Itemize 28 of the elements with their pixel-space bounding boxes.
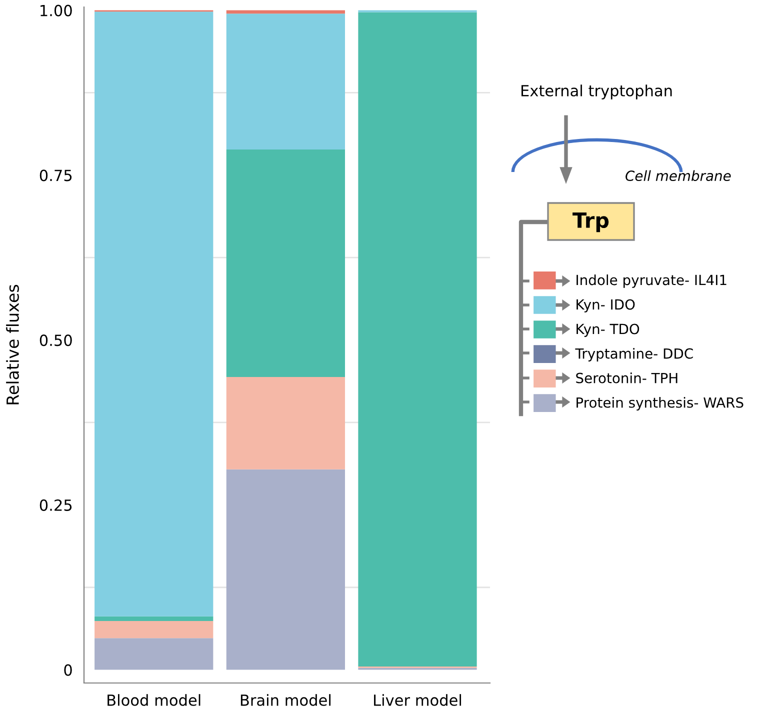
x-tick-label: Liver model [374,694,462,706]
bar [94,638,214,670]
bar [226,469,345,670]
y-tick-label: 1.00 [40,4,72,16]
text: External tryptophan [522,84,672,100]
x-tick-label: Brain model [240,694,330,706]
legend-label: Serotonin- TPH [576,372,678,384]
bar [94,621,214,638]
bar [226,14,345,150]
legend-label: Kyn- IDO [576,299,635,312]
legend-label: Protein synthesis- WARS [576,397,744,410]
x-tick-label: Blood model [108,694,200,706]
legend-label: Indole pyruvate- IL4I1 [576,274,726,288]
bar [94,12,214,616]
text: Trp [572,212,609,232]
y-axis-title: Relative fluxes [6,284,19,404]
y-tick-label: 0.50 [40,334,72,346]
bar [226,10,345,14]
text: Cell membrane [626,170,731,182]
legend-label: Kyn- TDO [576,324,640,337]
y-tick-label: 0.75 [40,170,72,182]
y-tick-label: 0.25 [40,499,72,511]
bar [94,616,214,622]
legend-label: Tryptamine- DDC [575,348,693,362]
bar [226,149,345,377]
bar [226,376,345,470]
y-tick-label: 0 [64,664,72,676]
bar [358,12,477,667]
